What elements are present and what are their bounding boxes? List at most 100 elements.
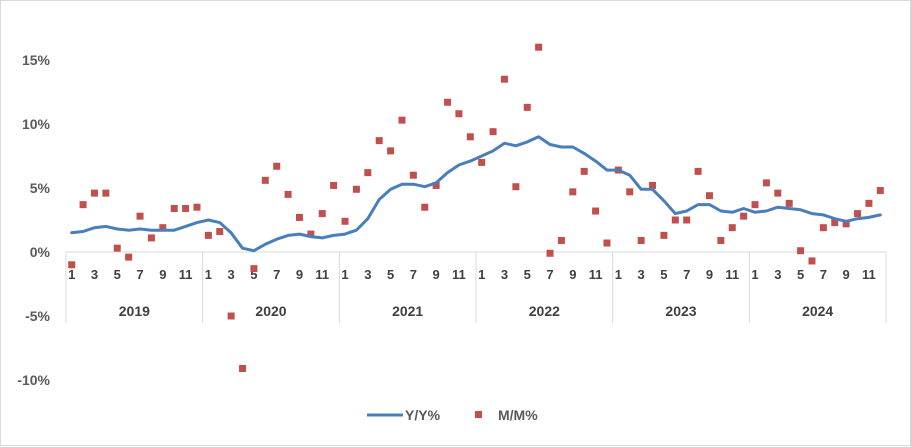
mm-data-point: [170, 204, 178, 212]
x-tick-label: 7: [683, 267, 690, 282]
mm-data-point: [819, 224, 827, 232]
x-tick-label: 9: [159, 267, 166, 282]
mm-data-point: [831, 219, 839, 227]
x-tick-label: 11: [315, 267, 329, 282]
mm-data-point: [455, 110, 463, 118]
x-tick-label: 5: [660, 267, 667, 282]
x-tick-label: 11: [862, 267, 876, 282]
mm-data-point: [797, 247, 805, 255]
x-tick-label: 3: [501, 267, 508, 282]
mm-data-point: [113, 244, 121, 252]
x-tick-label: 5: [387, 267, 394, 282]
x-tick-label: 3: [638, 267, 645, 282]
x-tick-label: 7: [820, 267, 827, 282]
mm-data-point: [546, 249, 554, 257]
mm-data-point: [421, 203, 429, 211]
mm-data-point: [432, 181, 440, 189]
y-tick-label: 0%: [30, 244, 51, 260]
year-label: 2024: [802, 303, 833, 319]
x-tick-label: 9: [296, 267, 303, 282]
mm-data-point: [341, 217, 349, 225]
x-tick-label: 5: [524, 267, 531, 282]
mm-data-point: [478, 158, 486, 166]
mm-data-point: [102, 189, 110, 197]
mm-data-point: [352, 185, 360, 193]
x-axis: [65, 251, 887, 323]
x-tick-label: 11: [725, 267, 739, 282]
mm-data-point: [660, 231, 668, 239]
mm-data-point: [409, 171, 417, 179]
y-tick-label: 10%: [22, 116, 51, 132]
x-tick-label: 3: [364, 267, 371, 282]
mm-data-point: [68, 261, 76, 269]
x-tick-label: 9: [843, 267, 850, 282]
mm-data-point: [136, 212, 144, 220]
x-tick-label: 3: [91, 267, 98, 282]
year-label: 2022: [529, 303, 560, 319]
mm-data-point: [375, 137, 383, 145]
x-tick-label: 11: [589, 267, 603, 282]
mm-data-point: [535, 43, 543, 51]
mm-data-point: [250, 265, 258, 273]
x-tick-label: 9: [569, 267, 576, 282]
mm-data-point: [854, 210, 862, 218]
y-axis-ticks: 15% 10% 5% 0% -5% -10%: [17, 52, 50, 388]
mm-data-point: [261, 176, 269, 184]
x-tick-label: 1: [751, 267, 758, 282]
mm-data-point: [694, 167, 702, 175]
mm-data-point: [216, 228, 224, 236]
x-tick-label: 3: [774, 267, 781, 282]
mm-data-point: [318, 210, 326, 218]
mm-data-point: [364, 169, 372, 177]
mm-data-point: [523, 103, 531, 111]
x-tick-label: 1: [341, 267, 348, 282]
mm-data-point: [330, 181, 338, 189]
legend-yy-label: Y/Y%: [405, 407, 441, 423]
y-tick-label: 15%: [22, 52, 51, 68]
x-tick-label: 5: [250, 267, 257, 282]
mm-series-points: [68, 43, 884, 372]
mm-data-point: [489, 128, 497, 136]
mm-data-point: [182, 204, 190, 212]
legend-mm-swatch: [475, 411, 482, 418]
x-tick-label: 11: [452, 267, 466, 282]
x-tick-label: 11: [179, 267, 193, 282]
x-tick-label: 7: [546, 267, 553, 282]
y-tick-label: -5%: [25, 308, 50, 324]
mm-data-point: [671, 216, 679, 224]
yy-series-line: [70, 135, 882, 253]
y-tick-label: 5%: [30, 180, 51, 196]
mm-data-point: [284, 190, 292, 198]
x-axis-year-labels: 2019 2020 2021 2022 2023 2024: [119, 303, 834, 319]
mm-data-point: [717, 236, 725, 244]
mm-data-point: [227, 312, 235, 320]
mm-data-point: [159, 224, 167, 232]
mm-data-point: [751, 201, 759, 209]
x-tick-label: 7: [410, 267, 417, 282]
mm-data-point: [193, 203, 201, 211]
y-tick-label: -10%: [17, 372, 50, 388]
mm-data-point: [626, 188, 634, 196]
year-label: 2019: [119, 303, 150, 319]
x-tick-label: 1: [68, 267, 75, 282]
mm-data-point: [512, 183, 520, 191]
year-label: 2023: [665, 303, 696, 319]
x-tick-label: 1: [478, 267, 485, 282]
x-tick-label: 7: [273, 267, 280, 282]
mm-data-point: [842, 220, 850, 228]
mm-data-point: [79, 201, 87, 209]
x-tick-label: 5: [797, 267, 804, 282]
year-label: 2020: [255, 303, 286, 319]
mm-data-point: [774, 189, 782, 197]
x-tick-label: 5: [114, 267, 121, 282]
mm-data-point: [580, 167, 588, 175]
mm-data-point: [865, 199, 873, 207]
mm-data-point: [444, 98, 452, 106]
x-tick-label: 9: [433, 267, 440, 282]
mm-data-point: [683, 216, 691, 224]
x-tick-label: 9: [706, 267, 713, 282]
mm-data-point: [808, 257, 816, 265]
mm-data-point: [125, 253, 133, 261]
